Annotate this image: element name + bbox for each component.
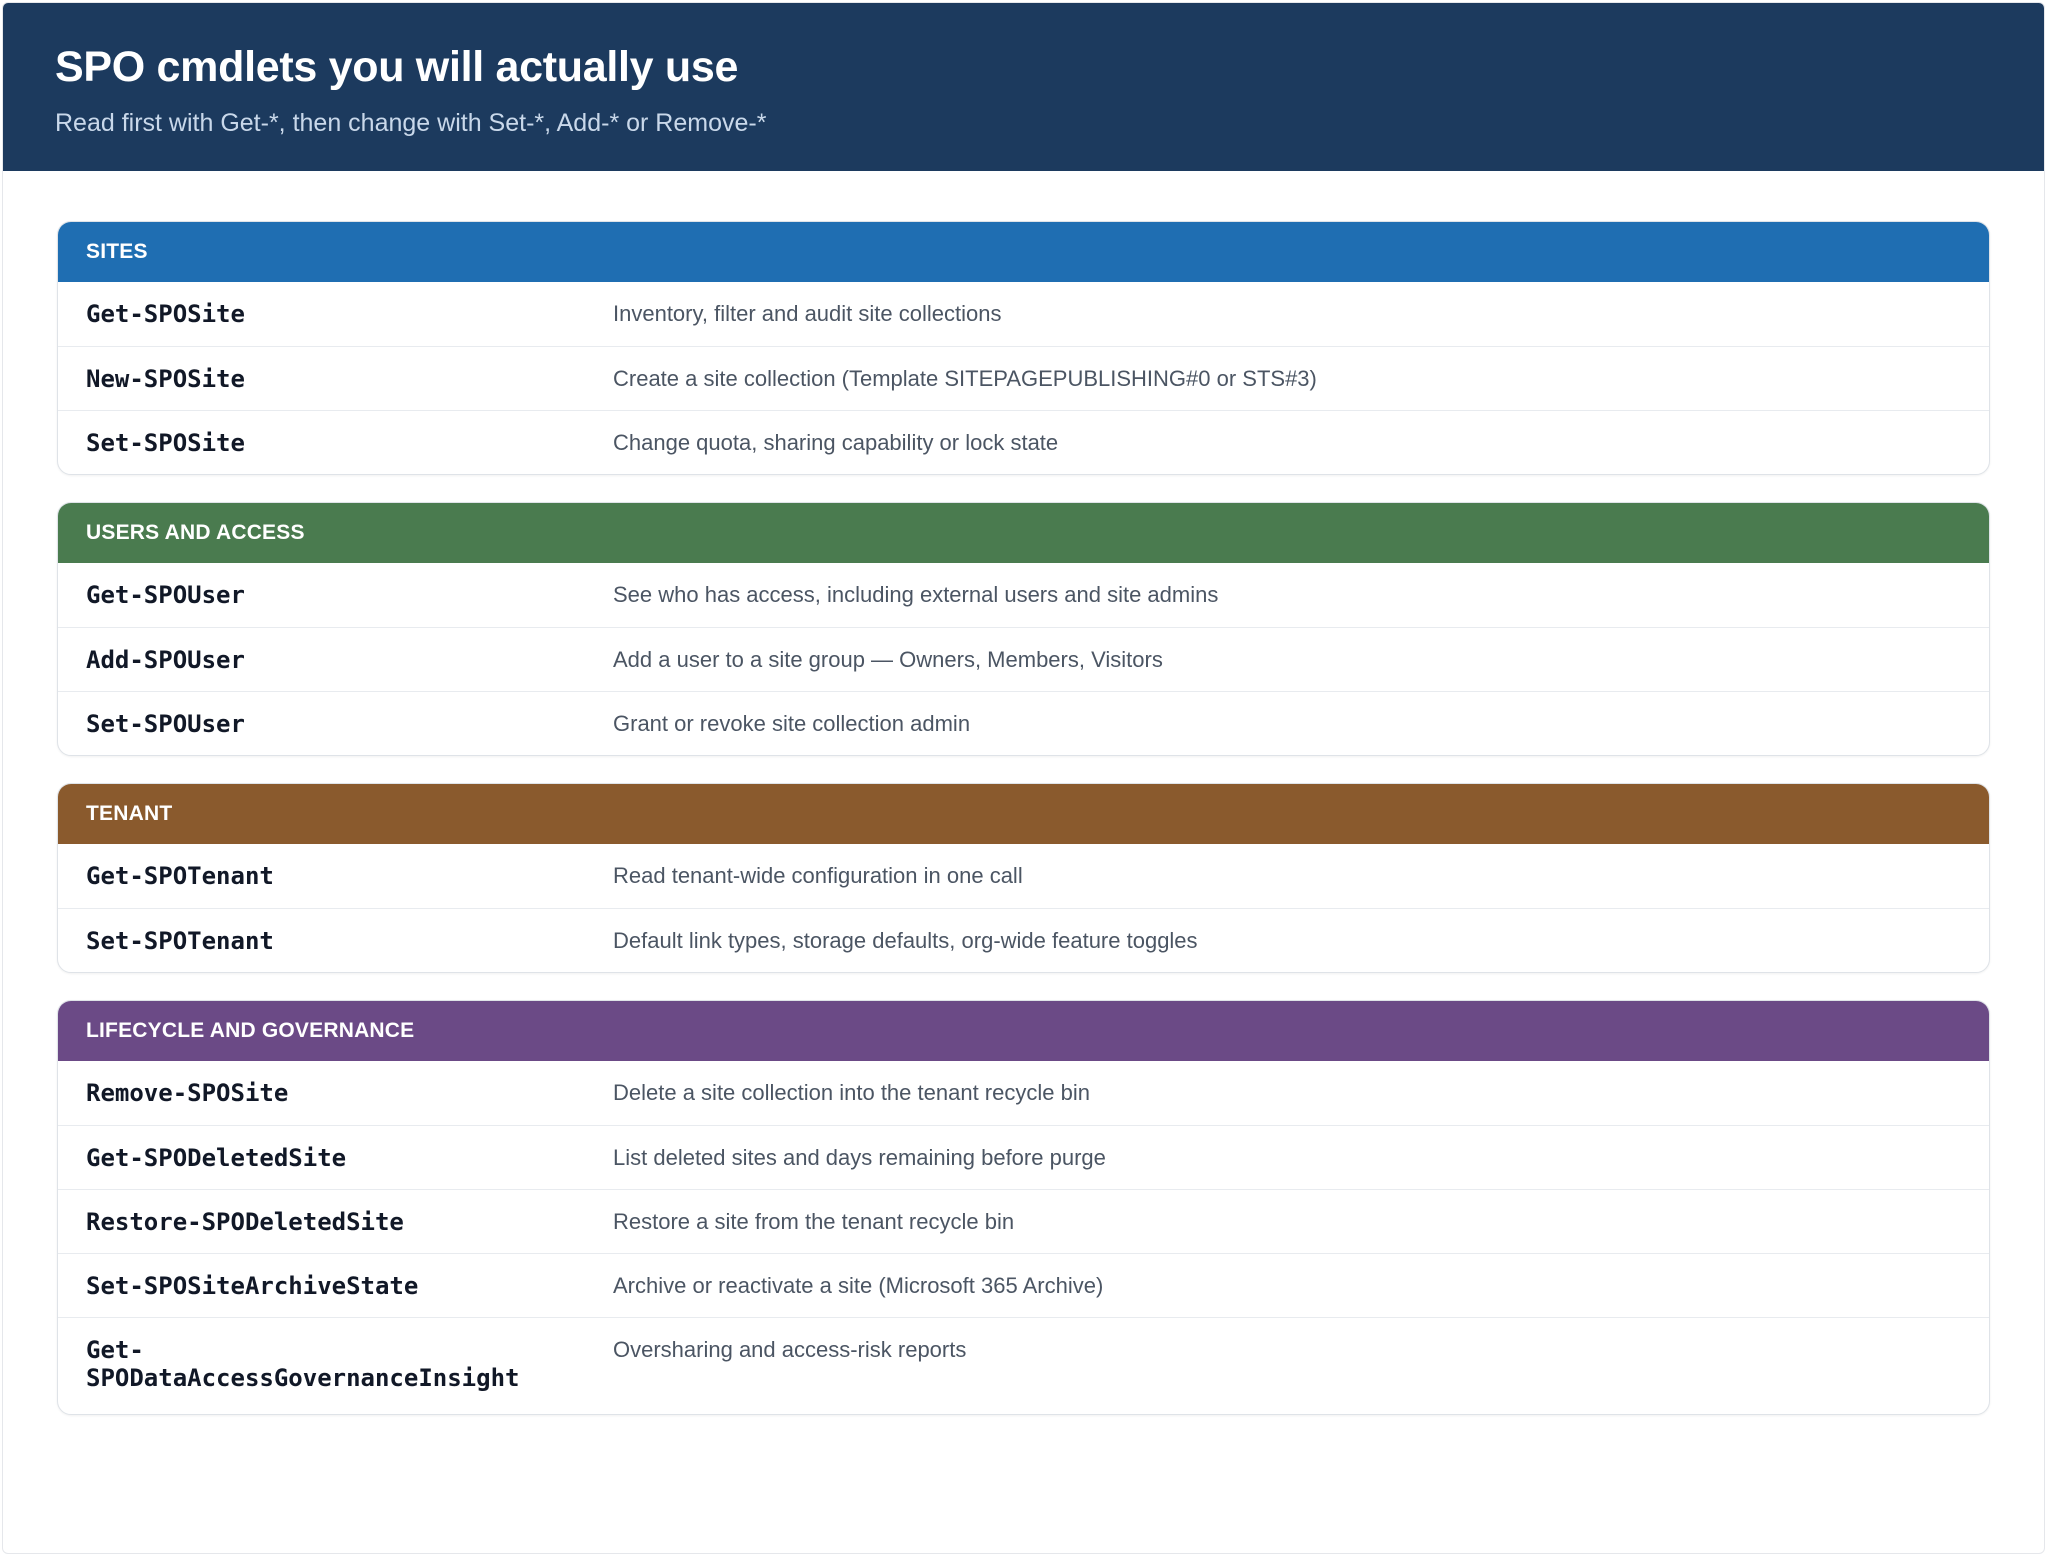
- cmdlet-name: Get- SPODataAccessGovernanceInsight: [86, 1336, 520, 1392]
- cmdlet-name: Get-SPOTenant: [86, 862, 274, 890]
- cmdlet-name: New-SPOSite: [86, 364, 245, 393]
- table-row: Remove-SPOSite Delete a site collection …: [58, 1061, 1989, 1125]
- cmdlet-name: Restore-SPODeletedSite: [86, 1207, 404, 1236]
- cmdlet-name: Set-SPOSite: [86, 428, 245, 457]
- table-row: Get-SPOTenant Read tenant-wide configura…: [58, 844, 1989, 908]
- cmdlet-name: Set-SPOSiteArchiveState: [86, 1271, 419, 1300]
- table-row: Set-SPOSiteArchiveState Archive or react…: [58, 1253, 1989, 1317]
- section-sites: SITES Get-SPOSite Inventory, filter and …: [57, 221, 1990, 475]
- content: SITES Get-SPOSite Inventory, filter and …: [3, 171, 2044, 1415]
- table-row: Get-SPODeletedSite List deleted sites an…: [58, 1125, 1989, 1189]
- cmdlet-name: Add-SPOUser: [86, 645, 245, 674]
- section-header: LIFECYCLE AND GOVERNANCE: [58, 1001, 1989, 1061]
- section-users-and-access: USERS AND ACCESS Get-SPOUser See who has…: [57, 502, 1990, 756]
- cmdlet-description: Delete a site collection into the tenant…: [613, 1080, 1090, 1105]
- cmdlet-name: Remove-SPOSite: [86, 1079, 289, 1107]
- table-row: Get-SPOUser See who has access, includin…: [58, 563, 1989, 627]
- cmdlet-description: Create a site collection (Template SITEP…: [613, 365, 1317, 391]
- table-row: Set-SPOUser Grant or revoke site collect…: [58, 691, 1989, 755]
- cmdlet-name: Get-SPODeletedSite: [86, 1143, 347, 1172]
- cmdlet-name: Get-SPOUser: [86, 581, 245, 609]
- table-row: Get- SPODataAccessGovernanceInsight Overs…: [58, 1317, 1989, 1414]
- cmdlet-description: See who has access, including external u…: [613, 582, 1219, 607]
- cmdlet-description: List deleted sites and days remaining be…: [613, 1144, 1106, 1170]
- section-header: USERS AND ACCESS: [58, 503, 1989, 563]
- cmdlet-description: Read tenant-wide configuration in one ca…: [613, 863, 1023, 888]
- cmdlet-description: Oversharing and access-risk reports: [613, 1337, 967, 1362]
- cmdlet-name: Set-SPOTenant: [86, 926, 274, 955]
- section-tenant: TENANT Get-SPOTenant Read tenant-wide co…: [57, 783, 1990, 973]
- cmdlet-description: Restore a site from the tenant recycle b…: [613, 1208, 1015, 1234]
- table-row: Set-SPOSite Change quota, sharing capabi…: [58, 410, 1989, 474]
- cmdlet-name: Get-SPOSite: [86, 300, 245, 328]
- cmdlet-description: Grant or revoke site collection admin: [613, 710, 971, 736]
- table-row: Get-SPOSite Inventory, filter and audit …: [58, 282, 1989, 346]
- cmdlet-description: Change quota, sharing capability or lock…: [613, 429, 1059, 455]
- section-lifecycle-and-governance: LIFECYCLE AND GOVERNANCE Remove-SPOSite …: [57, 1000, 1990, 1415]
- table-row: Add-SPOUser Add a user to a site group —…: [58, 627, 1989, 691]
- cmdlet-description: Add a user to a site group — Owners, Mem…: [613, 646, 1163, 672]
- table-row: Restore-SPODeletedSite Restore a site fr…: [58, 1189, 1989, 1253]
- section-header: TENANT: [58, 784, 1989, 844]
- page-subtitle: Read first with Get-*, then change with …: [55, 109, 767, 137]
- section-header: SITES: [58, 222, 1989, 282]
- cmdlet-description: Inventory, filter and audit site collect…: [613, 301, 1002, 326]
- page-header: SPO cmdlets you will actually use Read f…: [3, 3, 2044, 171]
- page-title: SPO cmdlets you will actually use: [55, 43, 739, 91]
- cmdlet-name: Set-SPOUser: [86, 709, 245, 738]
- cmdlet-description: Archive or reactivate a site (Microsoft …: [613, 1272, 1104, 1298]
- table-row: New-SPOSite Create a site collection (Te…: [58, 346, 1989, 410]
- table-row: Set-SPOTenant Default link types, storag…: [58, 908, 1989, 972]
- cmdlet-description: Default link types, storage defaults, or…: [613, 927, 1198, 953]
